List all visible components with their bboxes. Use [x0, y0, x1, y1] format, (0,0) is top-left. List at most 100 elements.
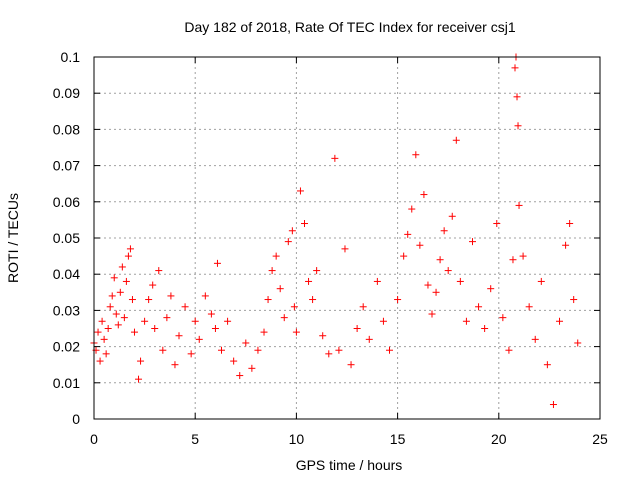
data-point	[305, 277, 313, 285]
data-points	[90, 53, 582, 409]
data-point	[373, 277, 381, 285]
data-point	[499, 314, 507, 322]
data-point	[515, 201, 523, 209]
data-point	[424, 281, 432, 289]
data-point	[400, 252, 408, 260]
data-point	[207, 310, 215, 318]
data-point	[171, 361, 179, 369]
y-tick-label: 0.06	[53, 194, 80, 210]
data-point	[416, 241, 424, 249]
x-tick-label: 25	[592, 431, 608, 447]
data-point	[224, 317, 232, 325]
data-point	[151, 325, 159, 332]
data-point	[341, 245, 349, 253]
data-point	[230, 357, 238, 365]
data-point	[102, 350, 110, 358]
data-point	[325, 350, 333, 358]
y-tick-label: 0.08	[53, 121, 80, 137]
data-point	[292, 328, 300, 336]
data-point	[181, 303, 189, 311]
data-point	[94, 328, 102, 336]
data-point	[296, 187, 304, 195]
data-point	[562, 241, 570, 249]
data-point	[475, 303, 483, 311]
data-point	[514, 122, 522, 130]
data-point	[191, 317, 199, 325]
data-point	[386, 346, 394, 354]
data-point	[420, 191, 428, 199]
data-point	[268, 267, 276, 275]
data-point	[513, 93, 521, 101]
data-point	[135, 375, 143, 383]
data-point	[288, 227, 296, 235]
data-point	[137, 357, 145, 365]
y-tick-label: 0.03	[53, 302, 80, 318]
data-point	[163, 314, 171, 322]
data-point	[444, 267, 452, 275]
data-point	[290, 303, 298, 311]
data-point	[201, 292, 209, 300]
data-point	[511, 64, 519, 72]
data-point	[155, 267, 163, 275]
data-point	[537, 277, 545, 285]
data-point	[130, 328, 138, 336]
data-point	[556, 317, 564, 325]
data-point	[175, 332, 183, 340]
data-point	[448, 212, 456, 220]
data-point	[124, 252, 132, 260]
data-point	[126, 245, 134, 253]
x-tick-label: 5	[191, 431, 199, 447]
data-point	[120, 314, 128, 322]
y-tick-label: 0.09	[53, 85, 80, 101]
y-tick-label: 0.1	[61, 49, 81, 65]
data-point	[335, 346, 343, 354]
data-point	[167, 292, 175, 300]
grid-lines	[94, 57, 600, 419]
data-point	[213, 259, 221, 267]
data-point	[543, 361, 551, 369]
data-point	[122, 277, 130, 285]
data-point	[493, 220, 501, 228]
data-point	[141, 317, 149, 325]
data-point	[428, 310, 436, 318]
data-point	[353, 325, 361, 332]
y-tick-label: 0.02	[53, 339, 80, 355]
data-point	[505, 346, 513, 354]
y-axis-ticks: 0 0.01 0.02 0.03 0.04 0.05 0.06 0.07 0.08 0.09 0.1	[53, 49, 600, 427]
data-point	[100, 335, 108, 343]
data-point	[264, 296, 272, 304]
data-point	[96, 357, 104, 365]
data-point	[98, 317, 106, 325]
data-point	[432, 288, 440, 296]
data-point	[531, 335, 539, 343]
data-point	[195, 335, 203, 343]
x-tick-label: 20	[491, 431, 507, 447]
data-point	[549, 401, 557, 409]
data-point	[309, 296, 317, 304]
data-point	[519, 252, 527, 260]
data-point	[379, 317, 387, 325]
data-point	[404, 230, 412, 238]
data-point	[145, 296, 153, 304]
data-point	[408, 205, 416, 213]
y-tick-label: 0.05	[53, 230, 80, 246]
data-point	[487, 285, 495, 293]
data-point	[280, 314, 288, 322]
y-tick-label: 0.07	[53, 158, 80, 174]
data-point	[574, 339, 582, 347]
y-axis-label: ROTI / TECUs	[5, 193, 21, 283]
data-point	[468, 238, 476, 246]
data-point	[347, 361, 355, 369]
x-tick-label: 10	[289, 431, 305, 447]
data-point	[525, 303, 533, 311]
x-tick-label: 15	[390, 431, 406, 447]
data-point	[260, 328, 268, 336]
data-point	[300, 220, 308, 228]
data-point	[331, 154, 339, 162]
data-point	[394, 296, 402, 304]
data-point	[440, 227, 448, 235]
data-point	[187, 350, 195, 358]
data-point	[313, 267, 321, 275]
